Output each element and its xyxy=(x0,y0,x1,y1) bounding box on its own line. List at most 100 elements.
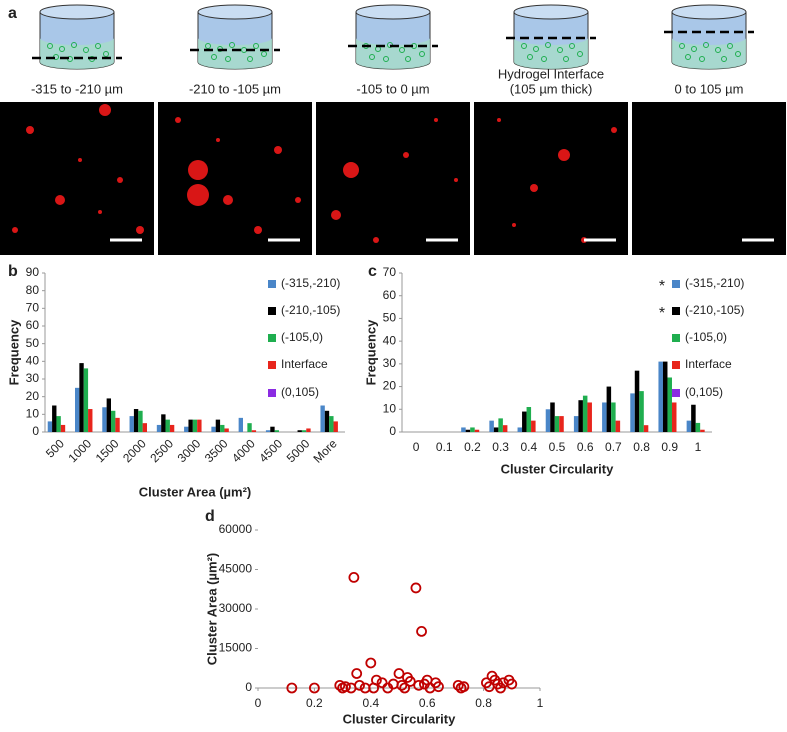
legend-label: Interface xyxy=(281,357,328,371)
cylinder xyxy=(32,4,122,70)
x-tick-label: 3500 xyxy=(202,436,231,465)
legend-swatch xyxy=(268,361,276,369)
bar xyxy=(197,419,202,432)
annotation: * xyxy=(659,278,665,295)
bar xyxy=(489,420,494,432)
point xyxy=(452,679,464,691)
legend-swatch xyxy=(268,334,276,342)
bar xyxy=(251,430,257,432)
cluster xyxy=(295,197,301,203)
bar xyxy=(667,377,672,432)
cylinder-shape xyxy=(671,4,747,70)
x-tick-label: 0.4 xyxy=(362,696,379,710)
bar xyxy=(573,416,579,432)
bar xyxy=(559,416,564,432)
point xyxy=(351,668,363,679)
y-tick-label: 20 xyxy=(383,379,397,393)
cluster xyxy=(99,104,111,116)
legend-swatch xyxy=(672,334,680,342)
x-tick-label: 0.4 xyxy=(520,440,537,454)
bar xyxy=(691,404,696,432)
bar xyxy=(493,427,499,432)
bar xyxy=(274,430,279,432)
bar xyxy=(138,410,143,432)
panel-label: a xyxy=(8,5,17,22)
point xyxy=(416,625,427,637)
image-caption: (105 µm thick) xyxy=(510,81,593,96)
annotation: * xyxy=(659,305,665,322)
bar xyxy=(156,424,162,432)
cluster xyxy=(434,118,438,122)
point xyxy=(354,679,365,691)
bar xyxy=(220,424,225,432)
legend-swatch xyxy=(268,307,276,315)
x-axis-title: Cluster Circularity xyxy=(501,461,614,476)
bar xyxy=(671,402,677,432)
bar xyxy=(60,424,66,432)
x-tick-label: More xyxy=(310,436,339,465)
cluster xyxy=(373,237,379,243)
bar xyxy=(297,430,302,432)
legend-label: (-105,0) xyxy=(685,330,727,344)
image-caption: -315 to -210 µm xyxy=(31,81,123,96)
bar xyxy=(498,418,503,432)
y-tick-label: 30 xyxy=(26,371,40,385)
cluster xyxy=(530,184,538,192)
bar xyxy=(102,407,107,432)
x-tick-label: 3000 xyxy=(175,436,204,465)
cluster xyxy=(55,195,65,205)
point xyxy=(495,682,506,694)
cluster xyxy=(187,184,209,206)
legend-label: (-315,-210) xyxy=(281,276,340,290)
x-tick-label: 0.8 xyxy=(475,696,492,710)
x-tick-label: 1 xyxy=(695,440,702,454)
cluster xyxy=(497,118,501,122)
image-caption: 0 to 105 µm xyxy=(675,81,744,96)
cluster xyxy=(26,126,34,134)
point xyxy=(308,682,320,694)
y-tick-label: 40 xyxy=(383,333,397,347)
y-tick-label: 50 xyxy=(383,311,397,325)
x-tick-label: 4000 xyxy=(229,436,258,465)
bar xyxy=(658,361,663,432)
bar xyxy=(169,424,175,432)
micrograph xyxy=(316,102,470,255)
bar xyxy=(465,429,471,432)
cluster xyxy=(403,152,409,158)
x-axis-title: Cluster Area (µm²) xyxy=(139,484,251,499)
bar xyxy=(578,400,583,432)
legend-label: (-210,-105) xyxy=(281,303,340,317)
point xyxy=(286,682,298,694)
cluster xyxy=(343,162,359,178)
bar xyxy=(52,405,57,432)
x-tick-label: 0.3 xyxy=(492,440,509,454)
y-tick-label: 10 xyxy=(383,401,397,415)
cylinder xyxy=(190,4,280,70)
bar xyxy=(75,387,80,432)
bar xyxy=(502,425,508,432)
bar xyxy=(686,420,692,432)
legend-swatch xyxy=(672,389,680,397)
bar xyxy=(615,420,621,432)
legend-label: (-210,-105) xyxy=(685,303,744,317)
x-tick-label: 0.9 xyxy=(661,440,678,454)
x-tick-label: 0 xyxy=(413,440,420,454)
bar xyxy=(161,414,166,432)
bar xyxy=(83,368,89,432)
bar xyxy=(224,428,229,432)
bar xyxy=(215,419,221,432)
bar xyxy=(270,426,275,432)
cluster xyxy=(216,138,220,142)
cluster xyxy=(78,158,82,162)
point xyxy=(399,682,411,694)
cylinder-shape xyxy=(39,4,115,70)
y-axis-title: Frequency xyxy=(363,319,378,386)
cluster xyxy=(611,127,617,133)
cluster xyxy=(274,146,282,154)
bar xyxy=(324,410,330,432)
bar xyxy=(643,425,649,432)
micrograph xyxy=(0,102,154,255)
y-tick-label: 15000 xyxy=(219,641,253,655)
cluster xyxy=(136,226,144,234)
x-axis-title: Cluster Circularity xyxy=(343,711,456,726)
